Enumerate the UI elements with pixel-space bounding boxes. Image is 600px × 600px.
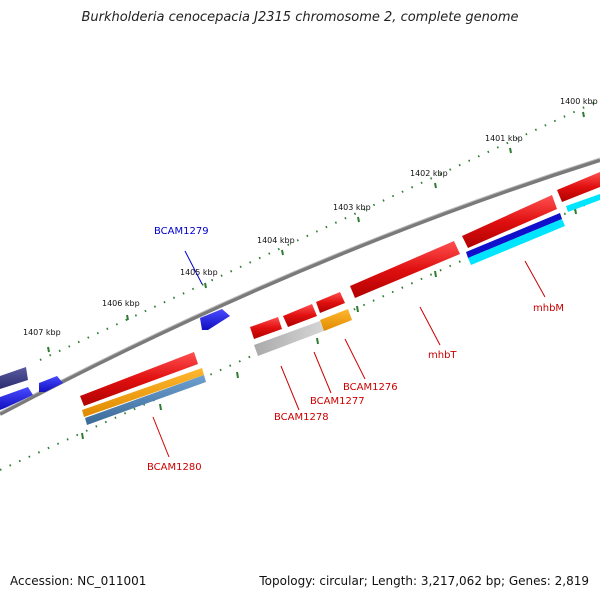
gene-bcam1280[interactable] <box>80 352 198 406</box>
ruler-label-1405: 1405 kbp <box>180 268 218 277</box>
gene-right-edge[interactable] <box>557 172 600 202</box>
gene-bcam1278[interactable] <box>250 317 282 339</box>
leader-mhbt <box>419 306 441 346</box>
label-bcam1276: BCAM1276 <box>343 382 398 393</box>
inner-tick <box>316 337 319 345</box>
cds-gray[interactable] <box>254 321 324 356</box>
ruler-label-1407: 1407 kbp <box>23 328 61 337</box>
cds-cyan-mhbm[interactable] <box>468 219 565 265</box>
gene-bcam1277[interactable] <box>283 304 317 327</box>
label-bcam1278: BCAM1278 <box>274 412 329 423</box>
leader-bcam1280 <box>152 416 170 458</box>
inner-tick <box>81 432 84 440</box>
map-title: Burkholderia cenocepacia J2315 chromosom… <box>81 10 519 25</box>
inner-tick <box>159 403 162 411</box>
gene-mhbt[interactable] <box>350 241 460 298</box>
ruler-tick <box>357 216 360 223</box>
label-bcam1277: BCAM1277 <box>310 396 365 407</box>
ruler-tick <box>204 282 207 289</box>
leader-bcam1278 <box>280 365 300 411</box>
label-mhbm: mhbM <box>533 303 564 314</box>
leader-bcam1279 <box>184 250 203 285</box>
ruler-tick <box>434 182 437 189</box>
ruler-tick <box>509 147 512 154</box>
cds-blue-mhbm[interactable] <box>466 213 562 258</box>
backbone-highlight <box>0 157 600 413</box>
ruler-tick <box>281 249 284 256</box>
gene-bcam1279[interactable] <box>200 309 230 330</box>
ruler-tick <box>582 111 585 118</box>
cds-steel-bcam1280[interactable] <box>85 375 206 425</box>
cds-orange-bcam1276[interactable] <box>320 309 352 331</box>
label-mhbt: mhbT <box>428 350 457 361</box>
inner-tick <box>236 371 239 379</box>
leader-bcam1276 <box>344 338 366 380</box>
inner-tick <box>356 305 359 313</box>
leader-bcam1277 <box>313 351 332 394</box>
outer-ruler <box>39 99 600 361</box>
ruler-label-1403: 1403 kbp <box>333 203 371 212</box>
gene-bcam1276[interactable] <box>316 292 345 313</box>
topology-text: Topology: circular; Length: 3,217,062 bp… <box>259 574 589 588</box>
ruler-tick <box>47 346 50 353</box>
inner-tick <box>434 270 437 278</box>
backbone <box>0 158 600 416</box>
accession-text: Accession: NC_011001 <box>10 574 147 588</box>
gene-mhbm[interactable] <box>462 195 557 248</box>
label-bcam1279: BCAM1279 <box>154 226 209 237</box>
gene-forward-left[interactable] <box>0 387 33 410</box>
ruler-label-1404: 1404 kbp <box>257 236 295 245</box>
cds-orange-bcam1280[interactable] <box>82 368 204 417</box>
leader-mhbm <box>524 260 546 298</box>
ruler-label-1402: 1402 kbp <box>410 169 448 178</box>
gene-forward-navy[interactable] <box>0 367 28 389</box>
outer-ruler-dots <box>39 99 600 361</box>
ruler-label-1401: 1401 kbp <box>485 134 523 143</box>
ruler-label-1406: 1406 kbp <box>102 299 140 308</box>
ruler-label-1400: 1400 kbp <box>560 97 598 106</box>
label-bcam1280: BCAM1280 <box>147 462 202 473</box>
cds-cyan-edge[interactable] <box>566 194 600 212</box>
gene-forward-small[interactable] <box>39 376 63 392</box>
ruler-tick <box>126 314 129 321</box>
